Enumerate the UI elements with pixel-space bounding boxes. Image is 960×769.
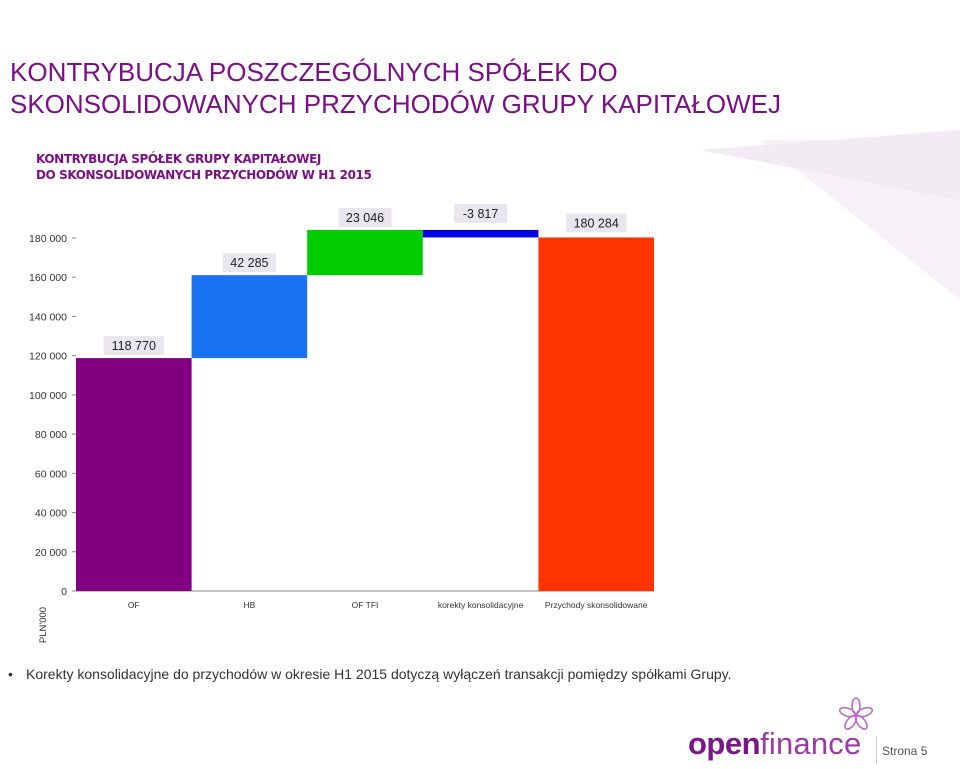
- logo-word-finance: finance: [760, 726, 862, 761]
- y-tick-label: 160 000: [29, 272, 67, 284]
- y-tick-label: 40 000: [35, 508, 67, 520]
- category-label: HB: [243, 600, 255, 610]
- data-label-box: [338, 207, 392, 227]
- data-label: -3 817: [463, 207, 498, 221]
- data-label: 118 770: [112, 339, 156, 353]
- bullet-point: •: [8, 666, 13, 682]
- bar: [422, 229, 539, 238]
- logo-word-open: open: [688, 726, 761, 761]
- chart-title: KONTRYBUCJA SPÓŁEK GRUPY KAPITAŁOWEJ DO …: [36, 151, 372, 183]
- y-tick-label: 80 000: [35, 429, 67, 441]
- data-label-box: [566, 213, 627, 233]
- data-label-box: [103, 336, 164, 356]
- y-tick-label: 100 000: [29, 390, 67, 402]
- bar: [307, 229, 423, 276]
- data-label-box: [222, 253, 276, 273]
- y-axis-label: PLN'000: [38, 607, 49, 643]
- category-label: Przychody skonsolidowane: [545, 600, 648, 610]
- y-tick-label: 0: [61, 586, 67, 598]
- bar: [538, 237, 654, 591]
- chart-title-line2: DO SKONSOLIDOWANYCH PRZYCHODÓW W H1 2015: [36, 168, 372, 182]
- chart-title-line1: KONTRYBUCJA SPÓŁEK GRUPY KAPITAŁOWEJ: [36, 152, 321, 166]
- data-label-box: [454, 203, 508, 223]
- y-tick-label: 140 000: [29, 311, 67, 323]
- footnote-text: Korekty konsolidacyjne do przychodów w o…: [26, 666, 732, 682]
- data-label: 180 284: [574, 216, 619, 230]
- footnote: • Korekty konsolidacyjne do przychodów w …: [8, 666, 948, 682]
- data-label: 42 285: [230, 256, 268, 270]
- category-label: OF: [128, 600, 140, 610]
- bar: [76, 358, 192, 591]
- page-number: Strona 5: [882, 744, 928, 758]
- footer-divider: [876, 736, 877, 764]
- y-tick-label: 120 000: [29, 351, 67, 363]
- category-label: OF TFI: [352, 600, 379, 610]
- y-tick-label: 20 000: [35, 547, 67, 559]
- slide-title: KONTRYBUCJA POSZCZEGÓLNYCH SPÓŁEK DO SKO…: [10, 57, 781, 119]
- data-label: 23 046: [346, 211, 384, 225]
- flower-logo-icon: [838, 697, 874, 730]
- category-label: korekty konsolidacyjne: [438, 600, 524, 610]
- company-logo: openfinance: [688, 724, 861, 764]
- y-tick-label: 180 000: [29, 233, 67, 245]
- bar: [191, 275, 308, 359]
- y-tick-label: 60 000: [35, 468, 67, 480]
